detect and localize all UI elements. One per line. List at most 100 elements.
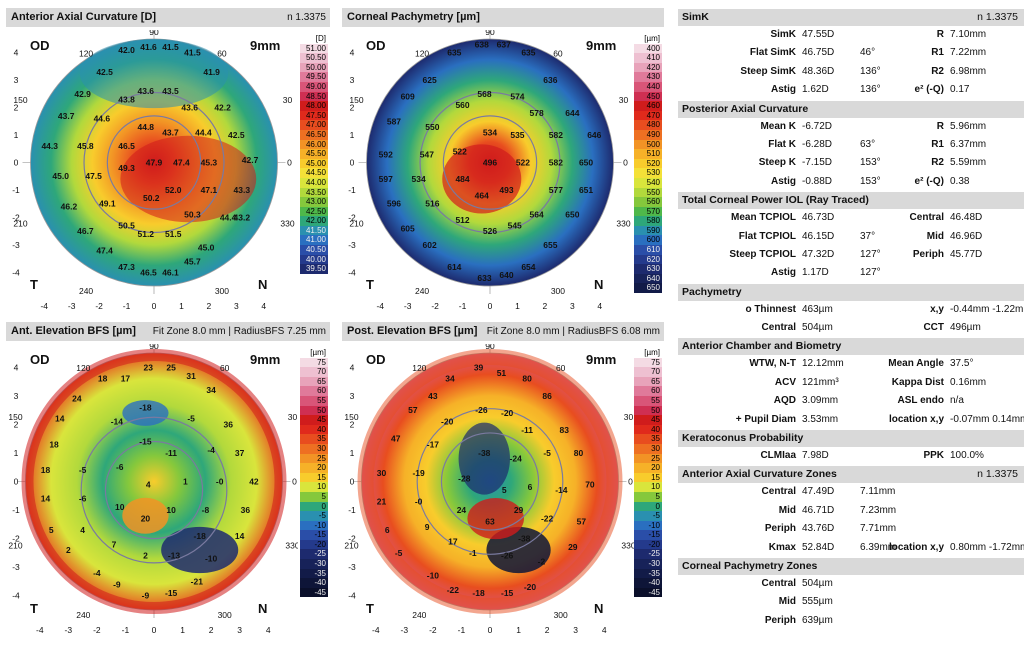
legend-entry: 75: [634, 357, 662, 368]
x-tick-label: 0: [152, 301, 157, 311]
t-label: T: [366, 277, 374, 292]
map-value: 633: [477, 273, 491, 283]
map-zone: [161, 526, 239, 574]
legend-entry: 530: [634, 168, 662, 178]
map-value: 636: [543, 75, 557, 85]
map-value: 625: [423, 75, 437, 85]
angle-label: 330: [616, 219, 630, 229]
legend-entry: 47.50: [300, 110, 328, 121]
data-row: Steep TCPIOL 47.32D 127° Periph 45.77D: [678, 246, 1024, 264]
x-tick-label: 2: [207, 301, 212, 311]
row-extra: 46°: [860, 47, 876, 59]
legend-entry: 44.50: [300, 168, 328, 178]
legend-entry: 46.00: [300, 139, 328, 150]
map-value: 655: [543, 240, 557, 250]
data-row: Mean K -6.72D R 5.96mm: [678, 118, 1024, 136]
x-tick-label: -2: [431, 301, 439, 311]
map-value: 6: [385, 525, 390, 535]
map-value: 86: [542, 391, 552, 401]
map-value: -1: [469, 548, 477, 558]
row-value: 46.71D: [802, 504, 835, 516]
map-value: 42.5: [228, 130, 245, 140]
map-value: 44.3: [41, 141, 58, 151]
map-value: 42.5: [96, 67, 113, 77]
legend-entry: 49.50: [300, 72, 328, 82]
angle-label: 240: [79, 286, 93, 296]
map-value: 51.2: [137, 229, 154, 239]
row-extra: 7.71mm: [860, 523, 897, 535]
y-tick-label: 2: [14, 103, 19, 113]
angle-label: 90: [485, 30, 495, 37]
map-value: 564: [530, 210, 544, 220]
row-label: Central: [761, 577, 796, 589]
map-value: 560: [455, 100, 469, 110]
angle-label: 150: [344, 412, 358, 422]
map-value: 47.3: [118, 262, 135, 272]
map-value: 42.9: [74, 89, 91, 99]
map-zone: [79, 39, 229, 109]
legend-entry: 10: [300, 482, 328, 492]
angle-label: 120: [76, 363, 90, 373]
map-zone: [120, 135, 257, 223]
map-value: 582: [549, 130, 563, 140]
map-title-info: Fit Zone 8.0 mm | RadiusBFS 7.25 mm: [152, 326, 326, 337]
legend-entry: -5: [300, 511, 328, 521]
map-value: 44.4: [195, 127, 212, 137]
angle-label: 0: [292, 477, 297, 487]
row-value: 1.17D: [802, 267, 829, 279]
map-value: 46.2: [61, 201, 78, 211]
x-tick-label: 4: [602, 625, 607, 635]
data-row: Astig -0.88D 153° e² (-Q) 0.38: [678, 173, 1024, 191]
map-value: 47.1: [201, 185, 218, 195]
angle-label: 330: [621, 540, 634, 550]
map-value: 49.3: [118, 163, 135, 173]
topography-map[interactable]: 635 638 637 635 625 636 609 568 560 574 578 644 587 5…: [342, 30, 634, 313]
map-title: Anterior Axial Curvature [D] n 1.3375: [6, 8, 330, 27]
map-value: 10: [166, 505, 176, 515]
row-value-2: 0.80mm -1.72mm: [950, 541, 1024, 553]
legend-entry: -35: [300, 568, 328, 579]
map-value: 1: [183, 477, 188, 487]
t-label: T: [30, 277, 38, 292]
row-value-2: 5.96mm: [950, 120, 987, 132]
map-value: 31: [186, 371, 196, 381]
y-tick-label: -3: [12, 562, 20, 572]
row-label: Mean TCPIOL: [730, 212, 796, 224]
zone-ring: [104, 440, 204, 540]
row-value: 639µm: [802, 614, 833, 626]
legend-entry: 41.50: [300, 225, 328, 236]
x-tick-label: -3: [65, 625, 73, 635]
data-row: + Pupil Diam 3.53mm location x,y -0.07mm 0.…: [678, 411, 1024, 429]
x-tick-label: 0: [488, 301, 493, 311]
map-value: 516: [425, 199, 439, 209]
map-value: 52.0: [165, 185, 182, 195]
map-value: 14: [55, 414, 65, 424]
map-value: 6: [528, 482, 533, 492]
map-value: 522: [453, 147, 467, 157]
topography-map[interactable]: 42.0 41.6 41.541.542.5 41.942.943.843.6 43.5…: [6, 30, 298, 313]
row-label-2: Kappa Dist: [891, 376, 944, 388]
angle-label: 300: [218, 610, 232, 620]
row-value: -7.15D: [802, 157, 833, 169]
legend-entry: 620: [634, 254, 662, 265]
map-value: -5: [395, 548, 403, 558]
map-value: 596: [387, 199, 401, 209]
legend-entry: 60: [634, 386, 662, 396]
x-tick-label: -2: [95, 301, 103, 311]
legend-entry: 450: [634, 91, 662, 102]
map-value: 50.3: [184, 210, 201, 220]
data-row: Mid 555µm: [678, 593, 1024, 611]
map-value: 545: [508, 221, 522, 231]
x-tick-label: 2: [545, 625, 550, 635]
zone-ring: [80, 416, 228, 564]
row-value: -6.28D: [802, 138, 833, 150]
map-title-text: Post. Elevation BFS [µm]: [347, 325, 478, 337]
row-value-2: 6.98mm: [950, 65, 987, 77]
legend-entry: -40: [634, 578, 662, 588]
map-value: 18: [98, 374, 108, 384]
map-value: 57: [408, 405, 418, 415]
data-row: Mean TCPIOL 46.73D Central 46.48D: [678, 209, 1024, 227]
y-tick-label: -4: [348, 267, 356, 277]
